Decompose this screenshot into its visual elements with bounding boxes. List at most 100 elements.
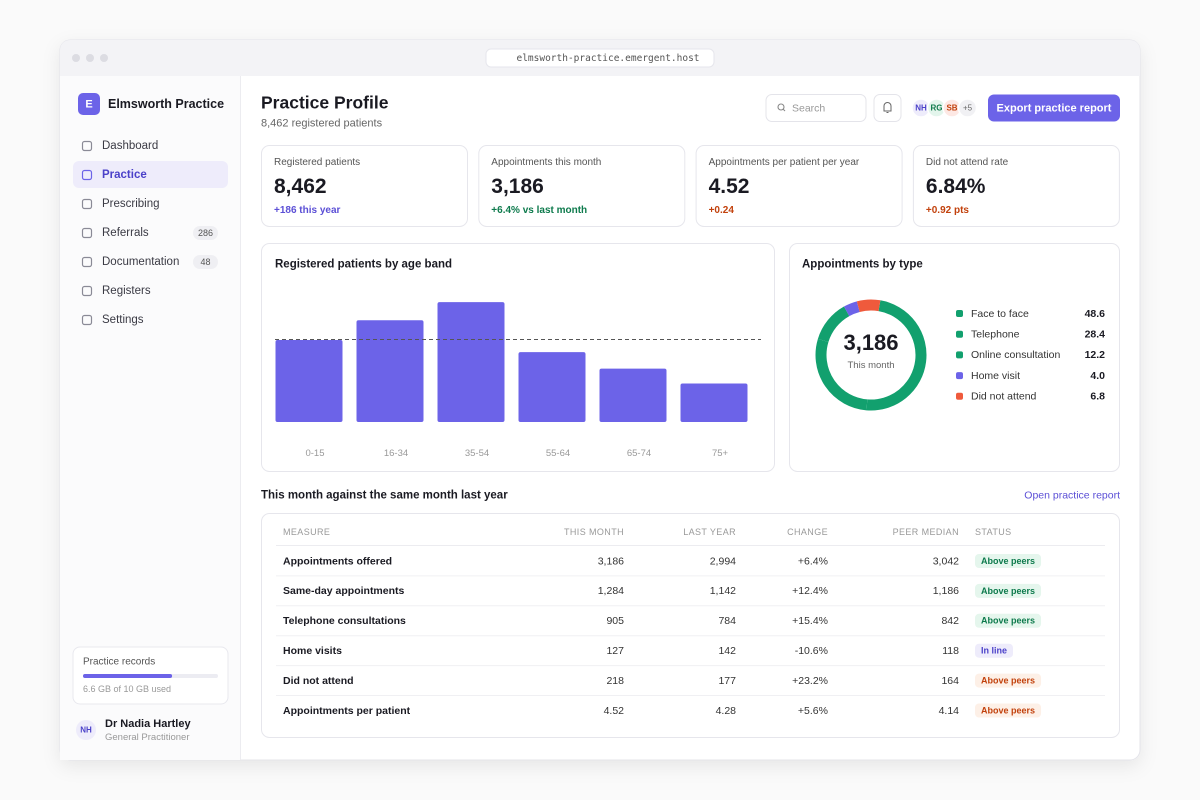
table-cell: +6.4% [798, 555, 828, 567]
bar [518, 352, 586, 422]
kpi-label: Appointments per patient per year [709, 157, 860, 168]
nav-item[interactable]: Referrals [102, 227, 149, 239]
nav-icon [81, 314, 93, 326]
legend-swatch [956, 310, 963, 317]
legend-swatch [956, 392, 963, 400]
column-header: PEER MEDIAN [893, 527, 959, 537]
kpi-card [912, 145, 1120, 227]
nav-icon [81, 227, 93, 239]
nav-item[interactable]: Registers [102, 285, 151, 297]
nav-badge-count: 48 [200, 257, 210, 267]
nav-icon [81, 285, 93, 297]
table-cell: 142 [718, 645, 736, 657]
url-bar[interactable] [485, 48, 715, 68]
nav-badge-count: 286 [198, 228, 213, 238]
table-cell: 3,186 [598, 555, 624, 567]
chart-title: Registered patients by age band [275, 259, 452, 271]
legend-label: Telephone [971, 328, 1020, 340]
donut-segment [843, 301, 860, 317]
table-cell: 1,284 [598, 585, 624, 597]
table-cell: 1,186 [933, 585, 959, 597]
table-cell: 177 [718, 675, 736, 687]
avatar-initials: NH [915, 104, 927, 113]
user-name: Dr Nadia Hartley [105, 718, 191, 730]
avatar-more [957, 98, 978, 118]
table-cell: 784 [718, 615, 736, 627]
legend-label: Online consultation [971, 349, 1060, 361]
status-pill [975, 583, 1042, 598]
status-label: Above peers [981, 616, 1035, 626]
nav-item[interactable]: Prescribing [102, 198, 160, 210]
logo-letter: E [85, 98, 92, 110]
nav-item[interactable]: Practice [102, 169, 147, 181]
window-dot [72, 54, 80, 62]
kpi-card [261, 145, 468, 227]
measure-name: Same-day appointments [283, 585, 405, 597]
column-header: LAST YEAR [683, 527, 736, 537]
status-label: Above peers [981, 586, 1035, 596]
table-cell: 3,042 [933, 555, 959, 567]
avatar-initials: RG [931, 104, 943, 113]
table-cell: 842 [941, 615, 959, 627]
search-placeholder: Search [792, 102, 825, 114]
window-dot [86, 54, 94, 62]
url: elmsworth-practice.emergent.host [516, 53, 699, 64]
bar [275, 340, 343, 422]
nav-icon [81, 140, 93, 152]
legend-value: 4.0 [1090, 370, 1105, 382]
search-box[interactable] [765, 94, 867, 122]
kpi-value: 8,462 [274, 175, 327, 198]
table-cell: 2,994 [710, 555, 736, 567]
nav-badge [193, 255, 218, 269]
storage-fill [83, 674, 173, 678]
section-link[interactable]: Open practice report [1024, 489, 1120, 501]
status-label: Above peers [981, 556, 1035, 566]
storage-label: 6.6 GB of 10 GB used [83, 684, 171, 694]
page-title: Practice Profile [261, 93, 389, 113]
status-label: Above peers [981, 675, 1035, 685]
x-tick-label: 16-34 [384, 448, 408, 459]
user-avatar [76, 720, 96, 740]
bar [680, 383, 748, 422]
table-cell: +23.2% [792, 675, 828, 687]
nav-item[interactable]: Documentation [102, 256, 179, 268]
measure-name: Home visits [283, 645, 342, 657]
measure-name: Did not attend [283, 675, 354, 687]
nav-icon [81, 198, 93, 210]
kpi-delta: +186 this year [274, 205, 341, 216]
section-title: This month against the same month last y… [261, 490, 508, 502]
legend-value: 6.8 [1090, 391, 1105, 403]
kpi-delta: +0.24 [709, 205, 735, 216]
measure-name: Appointments offered [283, 555, 392, 567]
kpi-label: Appointments this month [491, 157, 601, 168]
legend-label: Did not attend [971, 391, 1037, 403]
search-icon [777, 103, 785, 111]
page-subtitle: 8,462 registered patients [261, 117, 383, 129]
kpi-value: 3,186 [491, 175, 544, 198]
table-card [261, 513, 1120, 738]
legend-value: 48.6 [1085, 308, 1106, 320]
status-label: In line [981, 646, 1007, 656]
export-button[interactable] [988, 94, 1120, 122]
bar [356, 320, 424, 422]
status-pill [975, 643, 1014, 658]
nav-icon [81, 169, 93, 181]
donut-segment [817, 306, 850, 343]
bar [599, 368, 667, 422]
x-tick-label: 55-64 [546, 448, 570, 459]
donut-segment [815, 338, 868, 411]
table-cell: +15.4% [792, 615, 828, 627]
kpi-delta: +0.92 pts [926, 205, 970, 216]
nav-item[interactable]: Settings [102, 314, 144, 326]
table-cell: 127 [606, 645, 624, 657]
nav-item[interactable]: Dashboard [102, 140, 158, 152]
notifications-button[interactable] [873, 94, 902, 122]
column-header: THIS MONTH [564, 527, 624, 537]
column-header: STATUS [975, 527, 1012, 537]
practice-name: Elmsworth Practice [108, 97, 224, 111]
kpi-value: 6.84% [926, 175, 986, 198]
measure-name: Appointments per patient [283, 705, 411, 717]
legend-value: 12.2 [1085, 349, 1106, 361]
